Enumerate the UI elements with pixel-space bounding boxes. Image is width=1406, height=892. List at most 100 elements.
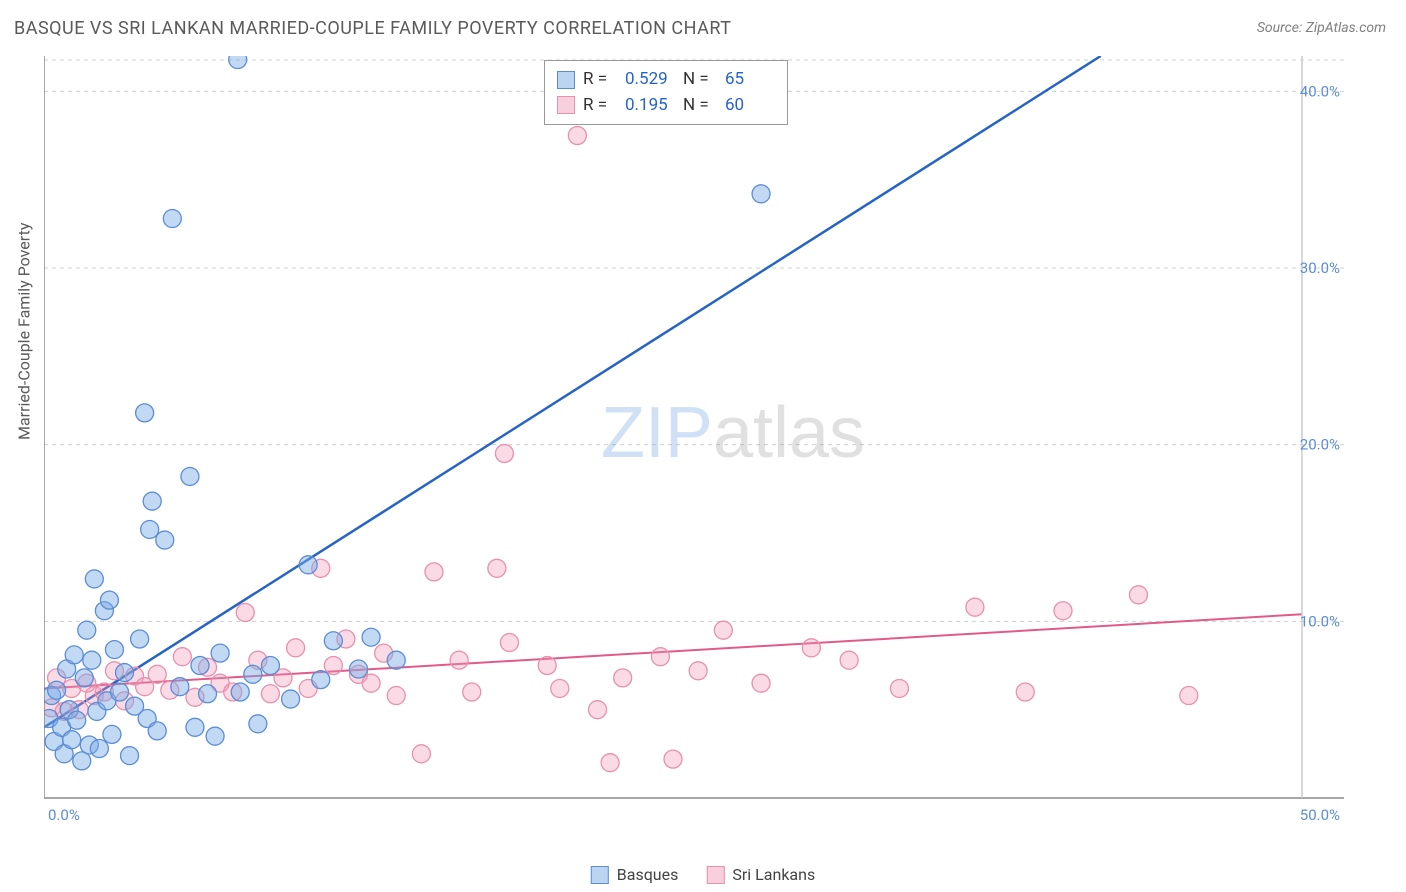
legend-label-basques: Basques: [617, 865, 679, 884]
data-point-basque: [100, 591, 118, 609]
data-point-srilankan: [425, 563, 443, 581]
data-point-srilankan: [589, 701, 607, 719]
data-point-srilankan: [488, 559, 506, 577]
data-point-basque: [136, 404, 154, 422]
data-point-basque: [110, 683, 128, 701]
data-point-srilankan: [495, 445, 513, 463]
stats-legend: R = 0.529 N = 65 R = 0.195 N = 60: [544, 60, 788, 125]
data-point-srilankan: [664, 750, 682, 768]
data-point-basque: [312, 671, 330, 689]
data-point-basque: [244, 665, 262, 683]
data-point-basque: [387, 651, 405, 669]
data-point-srilankan: [601, 754, 619, 772]
r-value-basques: 0.529: [625, 67, 675, 93]
data-point-basque: [350, 660, 368, 678]
data-point-basque: [63, 731, 81, 749]
data-point-srilankan: [538, 657, 556, 675]
chart-svg: ZIPatlas 10.0% 20.0% 30.0% 40.0% 0.0% 50.0%: [44, 56, 1344, 826]
data-point-srilankan: [802, 639, 820, 657]
data-point-basque: [752, 185, 770, 203]
data-point-srilankan: [614, 669, 632, 687]
r-label: R =: [583, 93, 617, 119]
data-point-srilankan: [261, 685, 279, 703]
data-point-basque: [90, 740, 108, 758]
data-point-srilankan: [714, 621, 732, 639]
x-tick-label: 50.0%: [1300, 806, 1340, 824]
data-point-srilankan: [1054, 602, 1072, 620]
stats-row-srilankans: R = 0.195 N = 60: [557, 93, 775, 119]
y-tick-label: 10.0%: [1300, 612, 1340, 630]
n-label: N =: [683, 93, 717, 119]
data-point-srilankan: [362, 674, 380, 692]
data-point-srilankan: [890, 679, 908, 697]
legend-item-basques: Basques: [591, 865, 679, 884]
y-tick-label: 30.0%: [1300, 259, 1340, 277]
data-point-basque: [191, 657, 209, 675]
x-tick-label: 0.0%: [48, 806, 80, 824]
n-value-srilankans: 60: [725, 93, 775, 119]
swatch-pink-icon: [706, 866, 724, 884]
source-prefix: Source:: [1257, 20, 1306, 36]
n-label: N =: [683, 67, 717, 93]
data-point-basque: [261, 657, 279, 675]
data-point-basque: [105, 641, 123, 659]
n-value-basques: 65: [725, 67, 775, 93]
legend-item-srilankans: Sri Lankans: [706, 865, 815, 884]
data-point-srilankan: [1129, 586, 1147, 604]
data-point-basque: [85, 570, 103, 588]
data-point-basque: [171, 678, 189, 696]
data-point-basque: [211, 644, 229, 662]
swatch-blue-icon: [591, 866, 609, 884]
data-point-srilankan: [450, 651, 468, 669]
data-point-basque: [282, 690, 300, 708]
data-point-srilankan: [551, 679, 569, 697]
data-point-srilankan: [1016, 683, 1034, 701]
r-label: R =: [583, 67, 617, 93]
data-point-srilankan: [324, 657, 342, 675]
source-attribution: Source: ZipAtlas.com: [1257, 20, 1386, 36]
data-point-srilankan: [840, 651, 858, 669]
data-point-srilankan: [500, 634, 518, 652]
data-point-basque: [362, 628, 380, 646]
data-point-basque: [324, 632, 342, 650]
data-point-basque: [231, 683, 249, 701]
data-point-basque: [143, 492, 161, 510]
data-point-basque: [156, 531, 174, 549]
source-name: ZipAtlas.com: [1306, 20, 1386, 36]
data-point-basque: [75, 669, 93, 687]
data-point-srilankan: [463, 683, 481, 701]
data-point-basque: [68, 711, 86, 729]
data-point-srilankan: [651, 648, 669, 666]
data-point-basque: [163, 210, 181, 228]
data-point-srilankan: [412, 745, 430, 763]
data-point-basque: [73, 752, 91, 770]
data-point-basque: [48, 681, 66, 699]
legend-label-srilankans: Sri Lankans: [732, 865, 815, 884]
data-point-basque: [186, 718, 204, 736]
r-value-srilankans: 0.195: [625, 93, 675, 119]
data-point-basque: [199, 685, 217, 703]
data-point-basque: [121, 747, 139, 765]
data-point-basque: [181, 467, 199, 485]
data-point-basque: [116, 664, 134, 682]
chart-title: BASQUE VS SRI LANKAN MARRIED-COUPLE FAMI…: [14, 18, 732, 39]
data-point-basque: [65, 646, 83, 664]
data-point-basque: [148, 722, 166, 740]
data-point-basque: [141, 520, 159, 538]
data-point-srilankan: [966, 598, 984, 616]
data-point-basque: [103, 725, 121, 743]
data-point-srilankan: [287, 639, 305, 657]
data-point-srilankan: [173, 648, 191, 666]
stats-row-basques: R = 0.529 N = 65: [557, 67, 775, 93]
swatch-pink-icon: [557, 96, 575, 114]
data-point-basque: [78, 621, 96, 639]
data-point-basque: [206, 727, 224, 745]
data-point-srilankan: [236, 604, 254, 622]
data-point-basque: [131, 630, 149, 648]
y-tick-label: 40.0%: [1300, 82, 1340, 100]
series-legend: Basques Sri Lankans: [591, 865, 815, 884]
y-tick-label: 20.0%: [1300, 436, 1340, 454]
svg-text:ZIPatlas: ZIPatlas: [601, 393, 865, 473]
swatch-blue-icon: [557, 71, 575, 89]
data-point-srilankan: [387, 687, 405, 705]
